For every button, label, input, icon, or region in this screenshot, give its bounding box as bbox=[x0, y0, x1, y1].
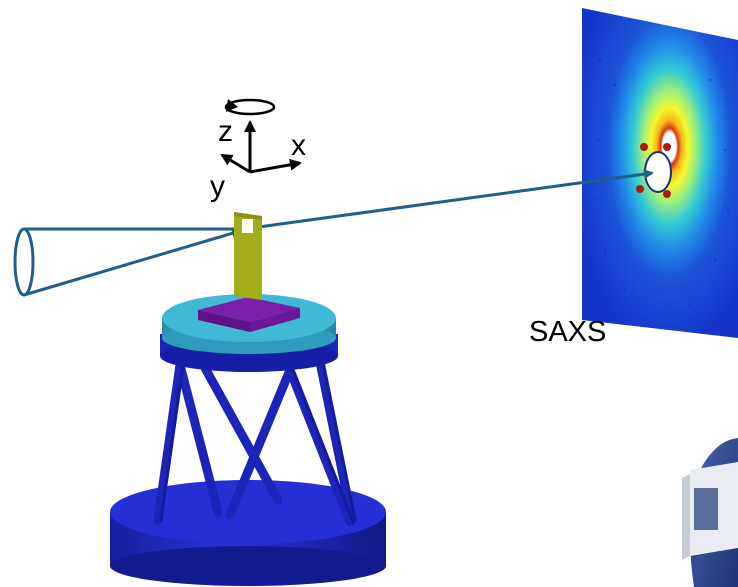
scattered-beam bbox=[243, 169, 654, 231]
x-axis-label: x bbox=[291, 129, 306, 162]
incident-beam bbox=[23, 228, 242, 297]
saxs-label: SAXS bbox=[529, 316, 606, 348]
y-axis-arrow bbox=[220, 153, 251, 174]
hexapod-struts bbox=[153, 357, 357, 527]
camera-window bbox=[694, 488, 718, 530]
rotation-indicator bbox=[224, 98, 276, 116]
sample-base bbox=[198, 297, 300, 332]
saxs-detector bbox=[582, 8, 738, 338]
sample-holder bbox=[234, 212, 262, 300]
coordinate-axes: z x y bbox=[210, 98, 306, 203]
z-axis-label: z bbox=[218, 115, 233, 148]
rotation-arrow-head bbox=[226, 99, 238, 112]
x-axis-arrow bbox=[249, 158, 302, 174]
sample-window bbox=[242, 219, 253, 233]
diffraction-spots bbox=[636, 143, 671, 198]
source-aperture bbox=[13, 227, 35, 297]
y-axis-label: y bbox=[210, 170, 225, 203]
hexapod-strut-shading bbox=[159, 360, 357, 524]
camera-device bbox=[682, 438, 738, 587]
hexapod-base-plate bbox=[110, 480, 386, 586]
detector-noise bbox=[593, 38, 730, 307]
